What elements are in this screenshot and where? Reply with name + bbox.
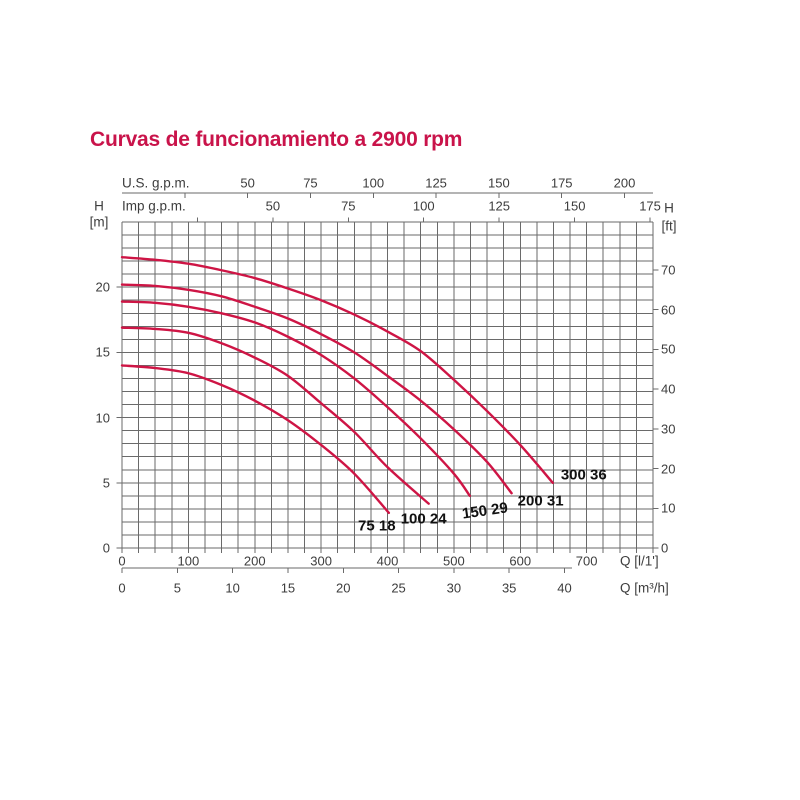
left-axis-title: H — [94, 197, 104, 213]
q-lmin-tick-label: 600 — [509, 553, 532, 569]
imp-gpm-axis-label: Imp g.p.m. — [122, 197, 186, 213]
curve-100-24 — [120, 326, 430, 505]
curve-300-36 — [120, 256, 554, 484]
h-m-tick-label: 10 — [95, 410, 110, 426]
h-ft-tick-label: 0 — [661, 540, 669, 556]
q-m3h-tick-label: 30 — [446, 580, 462, 596]
h-ft-tick-label: 70 — [661, 262, 676, 278]
curve-label-300-36: 300 36 — [560, 466, 607, 484]
curve-150-29 — [120, 300, 472, 498]
h-ft-tick-label: 10 — [661, 500, 676, 516]
q-lmin-tick-label: 500 — [443, 553, 465, 569]
h-ft-tick-label: 50 — [661, 341, 676, 357]
q-m3h-axis-label: Q [m³/h] — [620, 580, 669, 596]
curve-200-31 — [120, 283, 513, 495]
imp-gpm-tick-label: 50 — [265, 198, 281, 213]
h-m-tick-label: 5 — [102, 475, 110, 491]
imp-gpm-tick-label: 100 — [412, 198, 435, 213]
h-ft-tick-label: 60 — [661, 302, 676, 318]
q-m3h-tick-label: 25 — [391, 580, 406, 596]
curve-label-150-29: 150 29 — [460, 499, 509, 523]
us-gpm-tick-label: 150 — [488, 175, 510, 190]
right-axis-title: H — [664, 199, 674, 215]
page-title: Curvas de funcionamiento a 2900 rpm — [90, 128, 463, 151]
q-m3h-tick-label: 35 — [501, 580, 517, 596]
curve-75-18 — [120, 364, 391, 514]
q-m3h-tick-label: 40 — [557, 580, 572, 596]
right-axis-unit: [ft] — [661, 218, 677, 234]
h-ft-tick-label: 30 — [661, 421, 676, 437]
imp-gpm-tick-label: 75 — [341, 198, 356, 213]
h-ft-tick-label: 40 — [661, 381, 676, 397]
imp-gpm-tick-label: 175 — [639, 198, 661, 213]
q-m3h-tick-label: 0 — [118, 580, 126, 596]
imp-gpm-tick-label: 125 — [488, 198, 511, 213]
us-gpm-tick-label: 75 — [303, 175, 318, 190]
q-lmin-tick-label: 0 — [118, 553, 126, 569]
curve-label-75-18: 75 18 — [358, 517, 396, 535]
curve-label-100-24: 100 24 — [400, 510, 447, 528]
q-lmin-tick-label: 100 — [177, 553, 200, 569]
us-gpm-tick-label: 175 — [550, 175, 573, 190]
q-m3h-tick-label: 20 — [336, 580, 351, 596]
us-gpm-tick-label: 125 — [425, 175, 447, 190]
q-m3h-tick-label: 5 — [173, 580, 181, 596]
q-lmin-tick-label: 200 — [243, 553, 266, 569]
us-gpm-tick-label: 50 — [240, 175, 255, 190]
q-lmin-tick-label: 400 — [376, 553, 399, 569]
q-m3h-tick-label: 15 — [280, 580, 296, 596]
us-gpm-tick-label: 100 — [362, 175, 385, 190]
h-ft-tick-label: 20 — [661, 461, 676, 476]
us-gpm-axis-label: U.S. g.p.m. — [122, 174, 190, 190]
imp-gpm-tick-label: 150 — [563, 198, 586, 213]
curve-label-200-31: 200 31 — [517, 492, 564, 510]
q-lmin-tick-label: 300 — [310, 553, 332, 569]
us-gpm-tick-label: 200 — [613, 175, 636, 190]
q-lmin-axis-label: Q [l/1'] — [620, 553, 659, 569]
h-m-tick-label: 15 — [95, 344, 110, 360]
h-m-tick-label: 0 — [102, 540, 110, 556]
left-axis-unit: [m] — [89, 213, 109, 229]
q-lmin-tick-label: 700 — [575, 553, 598, 569]
h-m-tick-label: 20 — [95, 279, 110, 295]
q-m3h-tick-label: 10 — [225, 580, 240, 596]
